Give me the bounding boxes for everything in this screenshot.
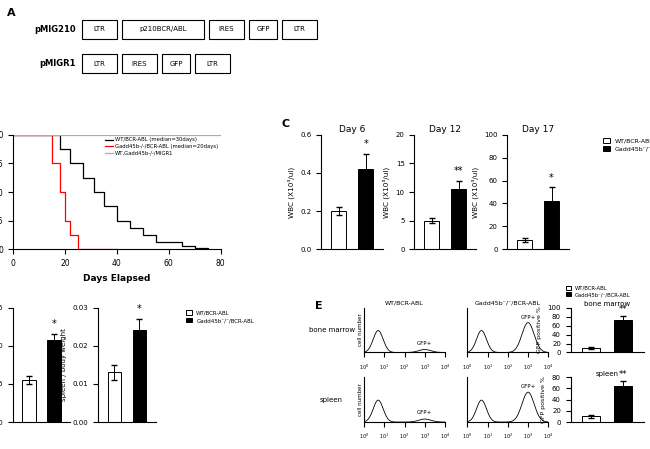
Bar [332,211,346,249]
Y-axis label: spleen / body weight: spleen / body weight [61,328,67,401]
Text: E: E [315,301,323,311]
Title: WT/BCR-ABL: WT/BCR-ABL [385,301,424,306]
Y-axis label: GFP positive %: GFP positive % [537,307,542,353]
Bar [108,373,122,422]
Y-axis label: cell number: cell number [358,314,363,347]
Title: Day 6: Day 6 [339,125,365,134]
X-axis label: Days Elapsed: Days Elapsed [83,273,151,282]
Title: bone marrow: bone marrow [584,301,630,307]
Text: GFP+: GFP+ [417,410,432,415]
Bar [209,20,244,39]
Bar [358,169,373,249]
Title: Gadd45b⁻/⁻/BCR-ABL: Gadd45b⁻/⁻/BCR-ABL [474,301,541,306]
Title: Day 17: Day 17 [522,125,554,134]
Text: GFP: GFP [169,61,183,67]
Text: GFP+: GFP+ [417,340,432,346]
Bar [162,54,190,73]
Bar [122,20,204,39]
Text: LTR: LTR [94,26,106,32]
Bar [122,54,157,73]
Bar [83,20,117,39]
Text: IRES: IRES [132,61,147,67]
Bar [22,380,36,422]
Legend: WT/BCR-ABL, Gadd45b⁻/⁻/BCR-ABL: WT/BCR-ABL, Gadd45b⁻/⁻/BCR-ABL [603,138,650,152]
Text: A: A [6,9,16,18]
Y-axis label: WBC (X10³/ul): WBC (X10³/ul) [287,167,295,218]
Text: spleen: spleen [320,396,343,403]
Bar [582,417,600,422]
Legend: WT/BCR-ABL, Gadd45b⁻/⁻/BCR-ABL: WT/BCR-ABL, Gadd45b⁻/⁻/BCR-ABL [573,310,641,322]
Y-axis label: WBC (X10³/ul): WBC (X10³/ul) [383,167,390,218]
Text: **: ** [619,370,627,379]
Text: p210BCR/ABL: p210BCR/ABL [139,26,187,32]
Text: LTR: LTR [207,61,218,67]
Title: spleen: spleen [595,371,619,377]
Legend: WT/BCR-ABL, Gadd45b⁻/⁻/BCR-ABL: WT/BCR-ABL, Gadd45b⁻/⁻/BCR-ABL [187,310,254,323]
Bar [133,330,146,422]
Bar [614,320,632,352]
Text: **: ** [619,305,627,314]
Text: pMIG210: pMIG210 [34,25,76,34]
Text: C: C [281,119,289,129]
Bar [614,386,632,422]
Bar [195,54,230,73]
Text: bone marrow: bone marrow [309,327,355,333]
Bar [47,339,61,422]
Bar [83,54,117,73]
Text: *: * [137,304,142,314]
Text: IRES: IRES [218,26,234,32]
Text: GFP+: GFP+ [521,315,536,320]
Bar [451,189,466,249]
Bar [282,20,317,39]
Bar [544,201,559,249]
Legend: WT/BCR-ABL (median=30days), Gadd45b-/-/BCR-ABL (median=20days), WT,Gadd45b-/-/MI: WT/BCR-ABL (median=30days), Gadd45b-/-/B… [105,137,218,156]
Text: GFP+: GFP+ [521,384,536,389]
Text: GFP: GFP [256,26,270,32]
Y-axis label: WBC (X10³/ul): WBC (X10³/ul) [471,167,478,218]
Text: *: * [363,139,368,149]
Bar [517,240,532,249]
Text: LTR: LTR [94,61,106,67]
Title: Day 12: Day 12 [429,125,461,134]
Y-axis label: cell number: cell number [358,383,363,416]
Text: *: * [52,319,57,329]
Text: LTR: LTR [294,26,306,32]
Bar [582,348,600,352]
Bar [424,220,439,249]
Text: *: * [549,173,554,183]
Text: pMIGR1: pMIGR1 [40,59,76,68]
Legend: WT/BCR-ABL, Gadd45b⁻/⁻/BCR-ABL: WT/BCR-ABL, Gadd45b⁻/⁻/BCR-ABL [566,286,630,297]
Bar [249,20,277,39]
Text: **: ** [454,166,463,176]
Y-axis label: GFP positive %: GFP positive % [541,376,547,423]
